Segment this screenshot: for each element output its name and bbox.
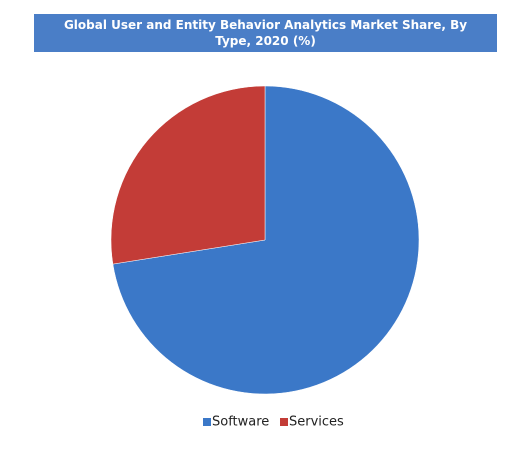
pie-slice xyxy=(112,85,420,395)
legend-label: Services xyxy=(289,415,344,430)
chart-title: Global User and Entity Behavior Analytic… xyxy=(34,14,497,52)
legend-label: Software xyxy=(212,415,269,430)
legend-swatch xyxy=(280,418,288,426)
pie-slice xyxy=(110,85,266,265)
legend-swatch xyxy=(203,418,211,426)
